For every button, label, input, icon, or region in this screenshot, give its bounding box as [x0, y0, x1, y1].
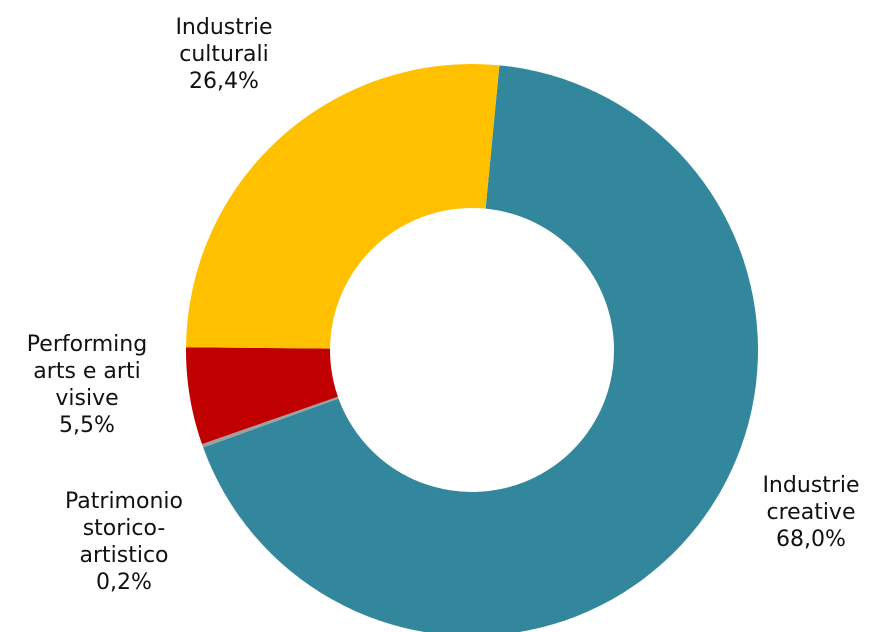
label-performing-arts-line-2: arts e arti [33, 359, 141, 384]
slice-performing [185, 347, 338, 445]
label-patrimonio-line-3: artistico [79, 543, 169, 568]
label-patrimonio-value: 0,2% [96, 570, 152, 595]
slice-creative [203, 65, 758, 632]
label-patrimonio-storico-artistico: Patrimonio storico- artistico 0,2% [44, 488, 204, 596]
label-industrie-creative-line-1: Industrie [762, 473, 860, 498]
label-industrie-culturali: Industrie culturali 26,4% [159, 14, 289, 95]
label-industrie-culturali-line-2: culturali [179, 42, 269, 67]
label-industrie-creative: Industrie creative 68,0% [748, 472, 874, 553]
label-industrie-creative-line-2: creative [766, 500, 856, 525]
label-industrie-creative-value: 68,0% [776, 527, 846, 552]
label-performing-arts: Performing arts e arti visive 5,5% [8, 331, 166, 439]
label-patrimonio-line-1: Patrimonio [65, 489, 183, 514]
label-performing-arts-line-3: visive [55, 386, 119, 411]
slice-culturali [186, 64, 500, 349]
donut-slices [185, 64, 758, 632]
label-performing-arts-line-1: Performing [26, 332, 148, 357]
label-industrie-culturali-value: 26,4% [189, 69, 259, 94]
label-industrie-culturali-line-1: Industrie [175, 15, 273, 40]
label-patrimonio-line-2: storico- [82, 516, 166, 541]
slice-patrimonio [201, 396, 339, 448]
label-performing-arts-value: 5,5% [59, 413, 115, 438]
